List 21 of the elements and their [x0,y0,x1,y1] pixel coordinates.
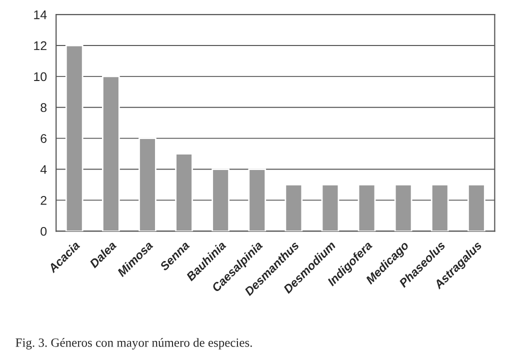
bar [138,138,156,232]
y-tick-label: 6 [40,134,47,143]
bar [321,184,340,232]
bar [358,184,376,232]
bar [175,153,193,232]
bar [394,184,412,232]
y-tick-label: 4 [40,165,47,174]
y-tick-label: 0 [40,226,47,236]
bar [430,184,449,232]
bar [284,184,303,232]
y-tick-label: 10 [34,72,47,82]
y-tick-label: 14 [34,10,47,20]
bar [248,168,266,232]
bar [102,76,120,232]
caption: Fig. 3. Géneros con mayor número de especies. [16,338,252,350]
y-tick-label: 8 [40,103,47,112]
y-tick-label: 2 [40,196,46,205]
y-tick-label: 12 [34,41,46,50]
bar [468,184,486,232]
bar [65,44,84,232]
bar [212,168,230,232]
